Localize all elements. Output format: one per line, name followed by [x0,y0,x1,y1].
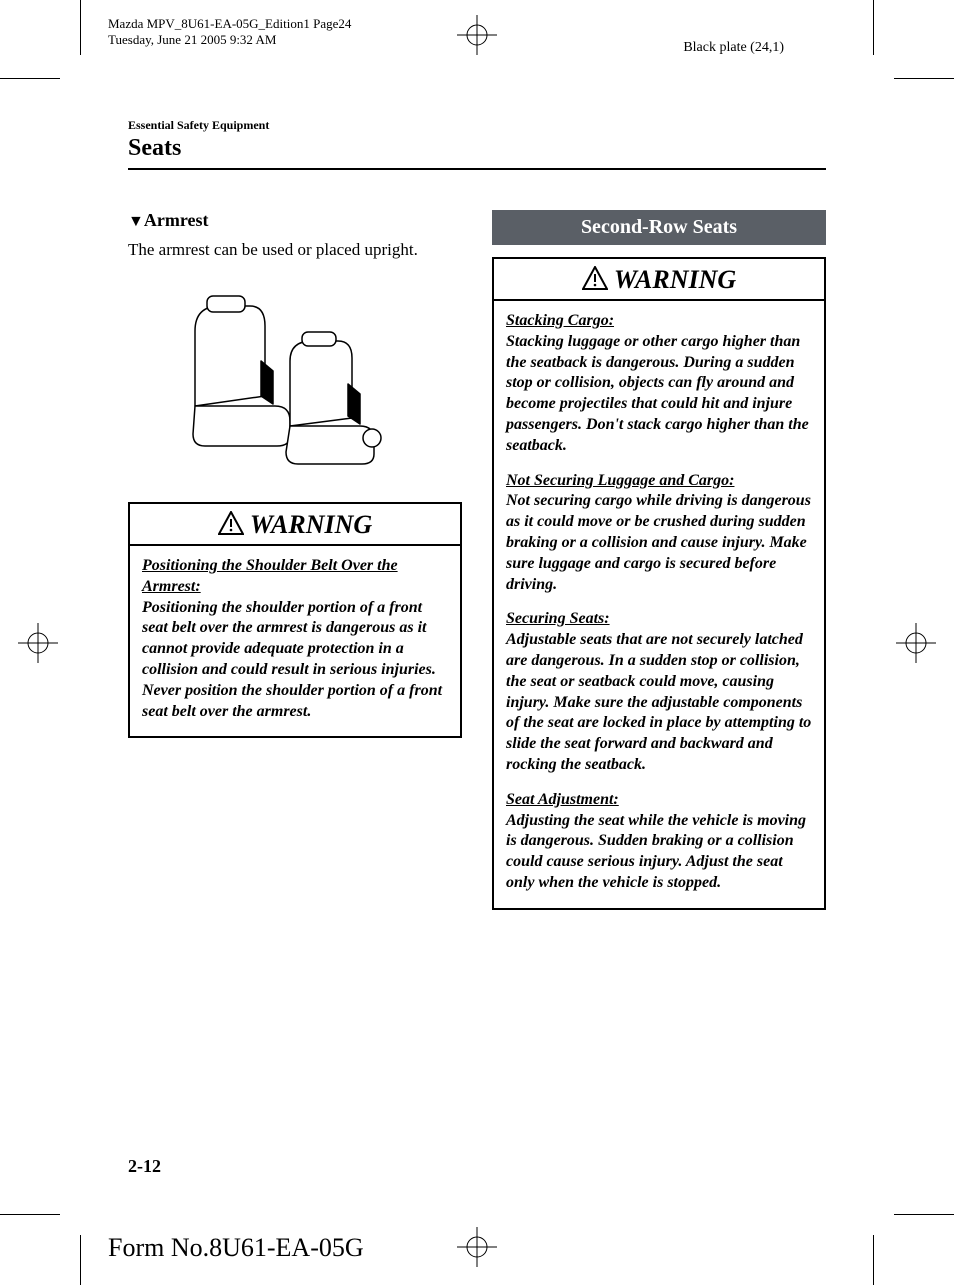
crop-mark [873,1235,874,1285]
right-column: Second-Row Seats WARNING Stacking Cargo:… [492,210,826,910]
crop-mark [0,1214,60,1215]
warning-text: Positioning the shoulder portion of a fr… [142,599,442,720]
warning-triangle-icon [582,266,608,290]
warning-label: WARNING [614,265,736,294]
warning-text: Stacking luggage or other cargo higher t… [506,333,809,454]
warning-title: Securing Seats: [506,610,610,627]
section-heading-bar: Second-Row Seats [492,210,826,245]
form-number: Form No.8U61-EA-05G [108,1233,364,1263]
warning-paragraph: Securing Seats: Adjustable seats that are… [506,609,812,775]
registration-mark-icon [457,15,497,55]
print-meta-line: Mazda MPV_8U61-EA-05G_Edition1 Page24 [108,16,351,32]
warning-paragraph: Seat Adjustment: Adjusting the seat while… [506,790,812,894]
print-meta-line: Tuesday, June 21 2005 9:32 AM [108,32,351,48]
running-head-chapter: Essential Safety Equipment [128,118,826,133]
subheading-armrest: ▼Armrest [128,210,462,231]
warning-paragraph: Not Securing Luggage and Cargo: Not secur… [506,471,812,596]
divider [128,168,826,170]
crop-mark [80,1235,81,1285]
running-head-section: Seats [128,135,826,162]
warning-text: Not securing cargo while driving is dang… [506,492,811,592]
registration-mark-icon [18,623,58,663]
registration-mark-icon [896,623,936,663]
warning-body: Stacking Cargo: Stacking luggage or other… [494,301,824,908]
left-column: ▼Armrest The armrest can be used or plac… [128,210,462,910]
subheading-text: Armrest [144,210,209,230]
warning-heading: WARNING [130,504,460,546]
page-number: 2-12 [128,1156,161,1177]
crop-mark [873,0,874,55]
registration-mark-icon [457,1227,497,1267]
warning-text: Adjustable seats that are not securely l… [506,631,811,773]
warning-text: Adjusting the seat while the vehicle is … [506,812,806,891]
crop-mark [0,78,60,79]
seat-illustration [165,276,425,476]
warning-label: WARNING [250,510,372,539]
warning-heading: WARNING [494,259,824,301]
warning-title: Not Securing Luggage and Cargo: [506,472,734,489]
warning-title: Positioning the Shoulder Belt Over the A… [142,557,398,595]
print-meta: Mazda MPV_8U61-EA-05G_Edition1 Page24 Tu… [108,16,351,49]
page-frame: Essential Safety Equipment Seats ▼Armres… [80,78,874,1205]
black-plate-label: Black plate (24,1) [683,40,784,56]
armrest-body-text: The armrest can be used or placed uprigh… [128,239,462,262]
warning-title: Stacking Cargo: [506,312,614,329]
warning-title: Seat Adjustment: [506,791,619,808]
warning-body: Positioning the Shoulder Belt Over the A… [130,546,460,736]
warning-triangle-icon [218,511,244,535]
crop-mark [894,1214,954,1215]
crop-mark [80,0,81,55]
warning-box-left: WARNING Positioning the Shoulder Belt Ov… [128,502,462,738]
warning-paragraph: Stacking Cargo: Stacking luggage or other… [506,311,812,457]
warning-box-right: WARNING Stacking Cargo: Stacking luggage … [492,257,826,910]
crop-mark [894,78,954,79]
triangle-down-icon: ▼ [128,213,144,230]
